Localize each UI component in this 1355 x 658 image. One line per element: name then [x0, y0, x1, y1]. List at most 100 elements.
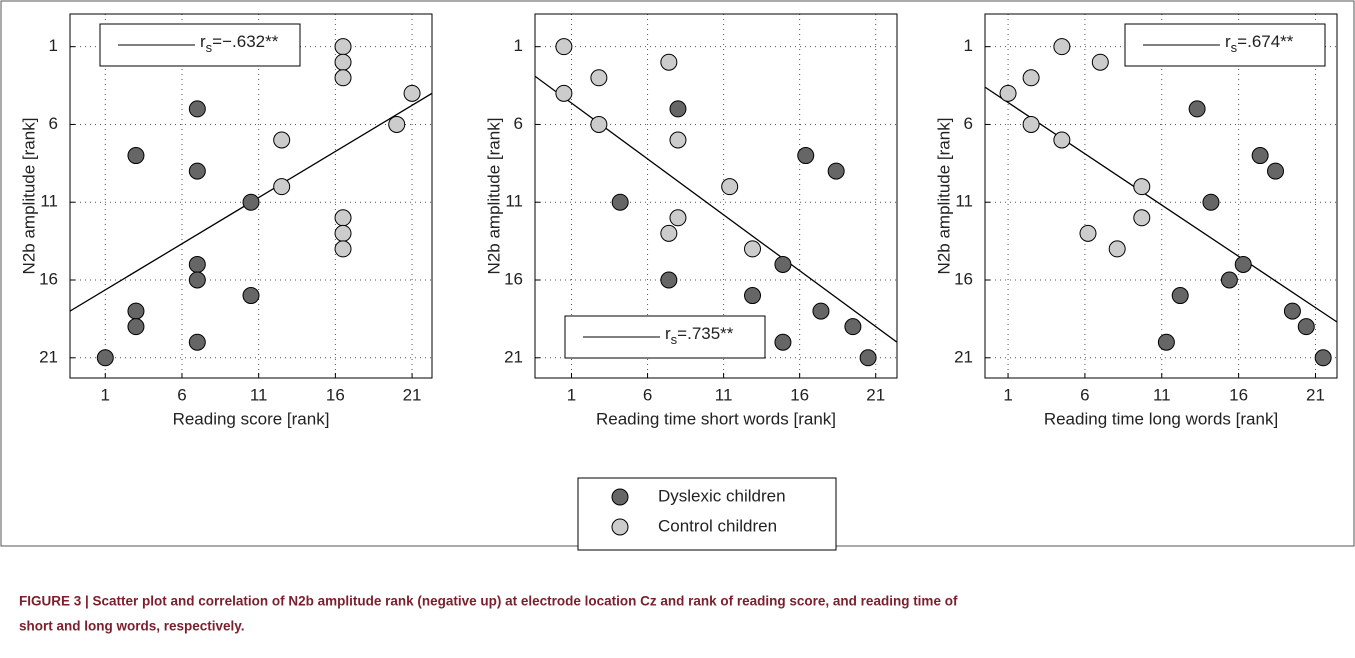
- data-point: [242, 287, 260, 305]
- y-tick-label: 11: [505, 192, 523, 211]
- data-point: [1283, 302, 1301, 320]
- data-point: [1022, 69, 1040, 87]
- data-point: [590, 69, 608, 87]
- data-point: [188, 271, 206, 289]
- data-point: [611, 193, 629, 211]
- y-tick-label: 1: [49, 36, 58, 55]
- data-point: [827, 162, 845, 180]
- annotation-symbol: r: [200, 32, 206, 51]
- annotation-subscript: s: [1231, 40, 1238, 55]
- x-tick-label: 1: [1003, 385, 1012, 404]
- x-tick-label: 16: [326, 385, 345, 404]
- data-point: [1220, 271, 1238, 289]
- data-point: [96, 349, 114, 367]
- legend-label: Dyslexic children: [658, 486, 786, 505]
- data-point: [555, 38, 573, 56]
- data-point: [721, 178, 739, 196]
- y-tick-label: 16: [954, 269, 973, 288]
- x-tick-label: 21: [1306, 385, 1325, 404]
- data-point: [334, 53, 352, 71]
- y-axis-label: N2b amplitude [rank]: [934, 118, 953, 275]
- x-tick-label: 6: [643, 385, 652, 404]
- y-tick-label: 11: [955, 192, 973, 211]
- data-point: [188, 333, 206, 351]
- data-point: [859, 349, 877, 367]
- data-point: [590, 115, 608, 133]
- annotation-text: =.674**: [1237, 32, 1294, 51]
- data-point: [999, 84, 1017, 102]
- fit-line: [985, 86, 1337, 323]
- annotation-text: =.735**: [677, 324, 734, 343]
- data-point: [669, 131, 687, 149]
- x-tick-label: 6: [177, 385, 186, 404]
- y-tick-label: 21: [954, 347, 973, 366]
- data-point: [1133, 209, 1151, 227]
- data-point: [660, 224, 678, 242]
- x-axis-label: Reading time short words [rank]: [596, 409, 836, 428]
- data-point: [1022, 115, 1040, 133]
- y-tick-label: 16: [39, 269, 58, 288]
- data-point: [127, 302, 145, 320]
- data-point: [1133, 178, 1151, 196]
- y-tick-label: 16: [504, 269, 523, 288]
- data-point: [127, 147, 145, 165]
- y-tick-label: 11: [40, 192, 58, 211]
- data-point: [555, 84, 573, 102]
- data-point: [188, 100, 206, 118]
- axes-frame: [984, 13, 1338, 379]
- data-point: [388, 115, 406, 133]
- annotation-text: =−.632**: [212, 32, 279, 51]
- data-point: [273, 178, 291, 196]
- data-point: [1202, 193, 1220, 211]
- caption: FIGURE 3 | Scatter plot and correlation …: [19, 594, 958, 609]
- data-point: [669, 209, 687, 227]
- x-axis-label: Reading score [rank]: [173, 409, 330, 428]
- annotation-symbol: r: [665, 324, 671, 343]
- axes-frame: [69, 13, 433, 379]
- data-point: [660, 271, 678, 289]
- y-axis-label: N2b amplitude [rank]: [19, 118, 38, 275]
- data-point: [744, 240, 762, 258]
- data-point: [669, 100, 687, 118]
- legend-marker: [611, 488, 629, 506]
- data-point: [1157, 333, 1175, 351]
- data-point: [1314, 349, 1332, 367]
- data-point: [334, 38, 352, 56]
- data-point: [774, 333, 792, 351]
- data-point: [188, 255, 206, 273]
- legend-label: Control children: [658, 516, 777, 535]
- data-point: [812, 302, 830, 320]
- x-tick-label: 11: [715, 385, 733, 404]
- data-point: [1297, 318, 1315, 336]
- annotation-subscript: s: [206, 40, 213, 55]
- annotation-symbol: r: [1225, 32, 1231, 51]
- data-point: [1171, 287, 1189, 305]
- y-tick-label: 21: [504, 347, 523, 366]
- data-point: [774, 255, 792, 273]
- data-point: [334, 224, 352, 242]
- data-point: [1053, 131, 1071, 149]
- y-tick-label: 6: [49, 114, 58, 133]
- axes-frame: [534, 13, 898, 379]
- data-point: [744, 287, 762, 305]
- data-point: [334, 240, 352, 258]
- data-point: [188, 162, 206, 180]
- annotation: rs=.735**: [665, 324, 734, 347]
- data-point: [334, 209, 352, 227]
- annotation: rs=−.632**: [200, 32, 279, 55]
- y-tick-label: 6: [964, 114, 973, 133]
- data-point: [1091, 53, 1109, 71]
- data-point: [1267, 162, 1285, 180]
- data-point: [1188, 100, 1206, 118]
- legend: Dyslexic children Control children: [577, 477, 837, 551]
- x-tick-label: 1: [101, 385, 110, 404]
- y-tick-label: 1: [514, 36, 523, 55]
- data-point: [1251, 147, 1269, 165]
- data-point: [242, 193, 260, 211]
- legend-marker: [611, 518, 629, 536]
- x-tick-label: 21: [403, 385, 422, 404]
- y-tick-label: 1: [964, 36, 973, 55]
- x-tick-label: 6: [1080, 385, 1089, 404]
- data-point: [334, 69, 352, 87]
